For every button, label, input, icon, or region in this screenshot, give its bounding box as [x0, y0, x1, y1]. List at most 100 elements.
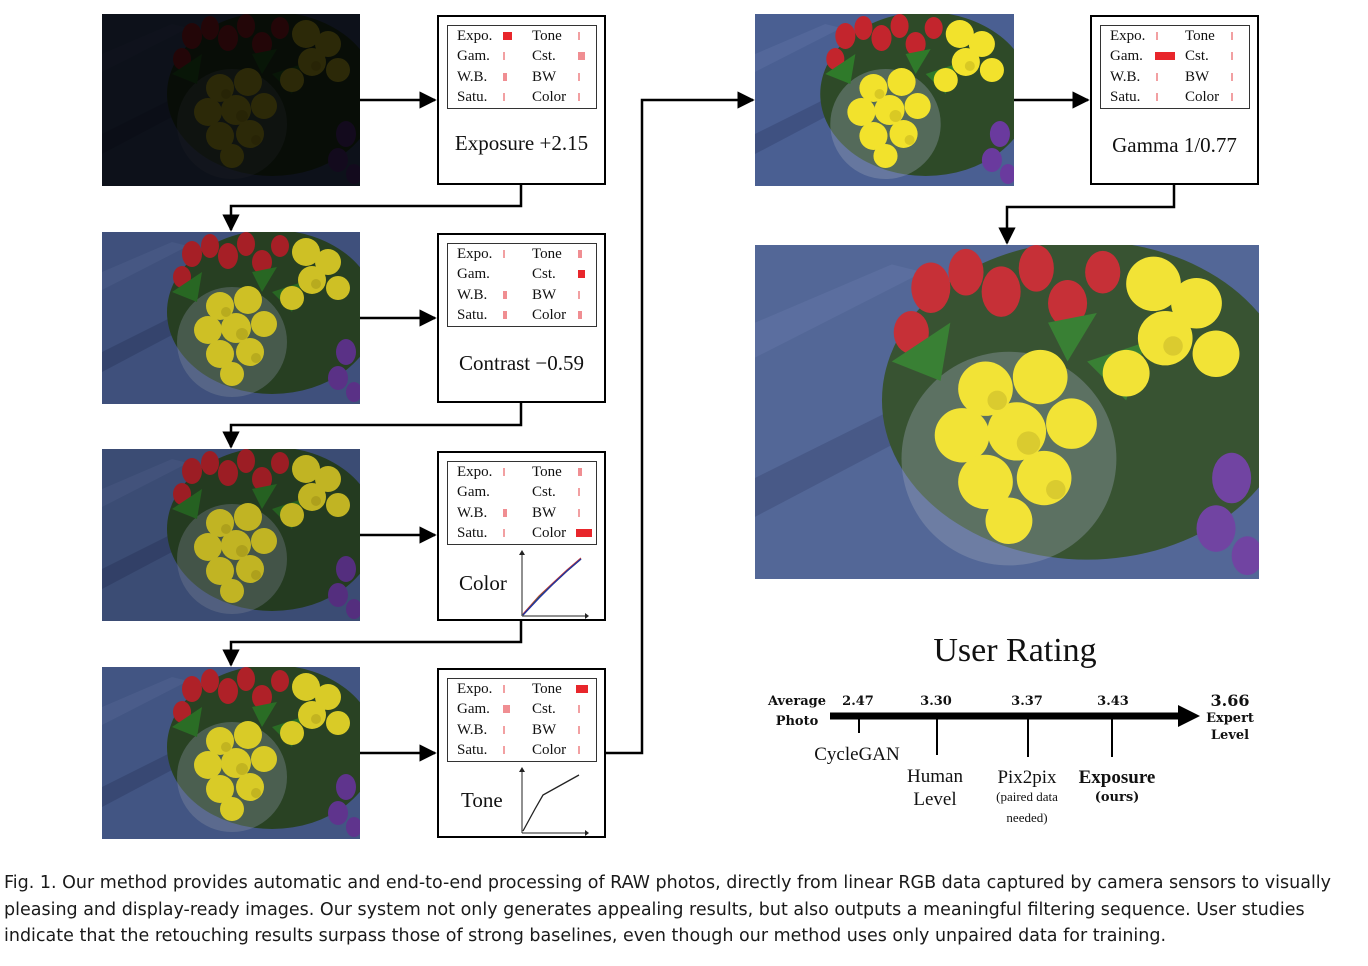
filter-label-tone: Tone	[532, 246, 562, 262]
filter-label-cst: Cst.	[532, 266, 556, 282]
filter-label-expo: Expo.	[457, 28, 493, 44]
filter-bar-satu	[503, 93, 505, 101]
filter-step-label: Gamma 1/0.77	[1112, 133, 1237, 157]
filter-bar-color	[578, 311, 582, 319]
filter-bar-wb	[503, 726, 505, 734]
photo-after-exposure	[102, 232, 360, 404]
filter-label-satu: Satu.	[457, 89, 488, 105]
filter-step-label: Contrast −0.59	[458, 351, 584, 375]
filter-bar-tone	[578, 468, 582, 476]
filter-label-cst: Cst.	[532, 701, 556, 717]
filter-bar-cst	[578, 705, 580, 713]
filter-bar-gam	[503, 270, 505, 278]
filter-label-gam: Gam.	[457, 48, 490, 64]
filter-bar-expo	[503, 32, 512, 40]
filter-label-gam: Gam.	[1110, 48, 1143, 64]
filter-strength-table: Expo. Tone Gam. Cst. W.B. BW Satu. Color	[447, 243, 597, 327]
filter-label-cst: Cst.	[1185, 48, 1209, 64]
filter-label-wb: W.B.	[1110, 69, 1141, 85]
filter-bar-satu	[503, 529, 505, 537]
filter-label-wb: W.B.	[457, 505, 488, 521]
filter-label-cst: Cst.	[532, 484, 556, 500]
filter-label-tone: Tone	[532, 681, 562, 697]
filter-label-tone: Tone	[532, 464, 562, 480]
filter-label-color: Color	[532, 89, 567, 105]
filter-label-bw: BW	[532, 69, 557, 85]
filter-label-bw: BW	[532, 722, 557, 738]
filter-label-satu: Satu.	[457, 742, 488, 758]
filter-bar-cst	[1231, 52, 1233, 60]
filter-bar-expo	[503, 685, 505, 693]
filter-bar-bw	[578, 291, 580, 299]
filter-label-satu: Satu.	[457, 307, 488, 323]
filter-bar-cst	[578, 52, 585, 60]
method-exposure: Exposure	[1078, 767, 1156, 788]
filter-label-wb: W.B.	[457, 722, 488, 738]
filter-label-expo: Expo.	[457, 464, 493, 480]
filter-box-color: Expo. Tone Gam. Cst. W.B. BW Satu. Color…	[437, 451, 606, 621]
tone-curve-plot	[519, 767, 589, 836]
score-pix2pix: 3.37	[1011, 694, 1043, 709]
filter-strength-table: Expo. Tone Gam. Cst. W.B. BW Satu. Color	[447, 678, 597, 762]
filter-bar-gam	[503, 52, 505, 60]
score-human: 3.30	[920, 694, 952, 709]
filter-box-tone: Expo. Tone Gam. Cst. W.B. BW Satu. Color…	[437, 668, 606, 838]
filter-bar-tone	[578, 250, 582, 258]
filter-bar-cst	[578, 488, 580, 496]
filter-label-tone: Tone	[532, 28, 562, 44]
filter-label-tone: Tone	[1185, 28, 1215, 44]
filter-bar-satu	[503, 746, 505, 754]
filter-step-label: Tone	[461, 788, 503, 812]
filter-bar-tone	[578, 32, 580, 40]
method-cyclegan: CycleGAN	[814, 744, 900, 765]
filter-bar-color	[578, 746, 580, 754]
filter-box-gamma: Expo. Tone Gam. Cst. W.B. BW Satu. Color…	[1090, 15, 1259, 185]
filter-bar-wb	[1156, 73, 1158, 81]
filter-box-contrast: Expo. Tone Gam. Cst. W.B. BW Satu. Color…	[437, 233, 606, 403]
filter-label-color: Color	[532, 525, 567, 541]
filter-bar-color	[578, 93, 580, 101]
filter-bar-bw	[578, 726, 580, 734]
filter-label-gam: Gam.	[457, 484, 490, 500]
filter-bar-satu	[1156, 93, 1158, 101]
score-expert: 3.66	[1210, 691, 1250, 710]
filter-bar-tone	[1231, 32, 1233, 40]
rating-start-label-1: Average	[767, 694, 827, 709]
method-pix2pix-note-2: needed)	[1006, 810, 1048, 825]
filter-bar-cst	[578, 270, 585, 278]
filter-strength-table: Expo. Tone Gam. Cst. W.B. BW Satu. Color	[1100, 25, 1250, 109]
filter-label-cst: Cst.	[532, 48, 556, 64]
method-human-2: Level	[913, 789, 957, 810]
photo-raw-input	[102, 14, 360, 186]
filter-label-expo: Expo.	[1110, 28, 1146, 44]
filter-label-expo: Expo.	[457, 681, 493, 697]
figure-caption: Fig. 1. Our method provides automatic an…	[4, 873, 1332, 946]
method-human-1: Human	[907, 766, 963, 787]
filter-bar-gam	[503, 705, 510, 713]
filter-label-wb: W.B.	[457, 287, 488, 303]
filter-box-exposure: Expo. Tone Gam. Cst. W.B. BW Satu. Color…	[437, 15, 606, 185]
photo-after-tone	[755, 14, 1014, 186]
rating-end-label-2: Level	[1210, 728, 1250, 743]
rating-start-label-2: Photo	[775, 714, 819, 729]
filter-label-wb: W.B.	[457, 69, 488, 85]
filter-label-expo: Expo.	[457, 246, 493, 262]
photo-final-output	[755, 245, 1259, 579]
filter-bar-color	[576, 529, 592, 537]
score-exposure: 3.43	[1097, 694, 1129, 709]
filter-label-bw: BW	[1185, 69, 1210, 85]
score-cyclegan: 2.47	[842, 694, 874, 709]
method-exposure-note: (ours)	[1094, 790, 1140, 805]
method-pix2pix-note-1: (paired data	[996, 789, 1058, 804]
filter-label-color: Color	[532, 742, 567, 758]
filter-bar-wb	[503, 509, 507, 517]
filter-bar-wb	[503, 73, 507, 81]
filter-bar-expo	[503, 468, 505, 476]
filter-bar-expo	[1156, 32, 1158, 40]
filter-bar-satu	[503, 311, 507, 319]
rating-axis	[830, 705, 1200, 757]
filter-bar-bw	[578, 509, 580, 517]
method-pix2pix: Pix2pix	[997, 767, 1057, 788]
filter-bar-bw	[578, 73, 580, 81]
filter-label-satu: Satu.	[457, 525, 488, 541]
